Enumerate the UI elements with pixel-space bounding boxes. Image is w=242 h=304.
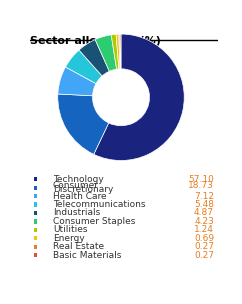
FancyBboxPatch shape (34, 228, 37, 232)
Text: 4.87: 4.87 (194, 209, 214, 217)
FancyBboxPatch shape (34, 236, 37, 240)
Wedge shape (66, 50, 102, 84)
Text: 1.24: 1.24 (194, 225, 214, 234)
FancyBboxPatch shape (34, 202, 37, 207)
Wedge shape (58, 94, 109, 154)
Text: Telecommunications: Telecommunications (53, 200, 145, 209)
Text: Industrials: Industrials (53, 209, 100, 217)
Text: Basic Materials: Basic Materials (53, 250, 121, 260)
Text: 0.27: 0.27 (194, 250, 214, 260)
Wedge shape (94, 34, 184, 161)
Text: Technology: Technology (53, 175, 104, 184)
Text: 7.12: 7.12 (194, 192, 214, 201)
Text: Energy: Energy (53, 234, 84, 243)
Wedge shape (116, 34, 120, 69)
Text: 4.23: 4.23 (194, 217, 214, 226)
Wedge shape (111, 34, 119, 69)
Text: 18.73: 18.73 (188, 181, 214, 190)
FancyBboxPatch shape (34, 211, 37, 215)
Text: Health Care: Health Care (53, 192, 106, 201)
Wedge shape (95, 35, 117, 71)
Text: 0.69: 0.69 (194, 234, 214, 243)
Wedge shape (79, 40, 109, 76)
Text: Sector allocation (%): Sector allocation (%) (30, 36, 161, 47)
Wedge shape (58, 67, 96, 96)
Text: Discretionary: Discretionary (53, 185, 113, 194)
FancyBboxPatch shape (34, 219, 37, 223)
Text: Real Estate: Real Estate (53, 242, 104, 251)
Text: 57.10: 57.10 (188, 175, 214, 184)
Wedge shape (120, 34, 121, 69)
FancyBboxPatch shape (34, 245, 37, 249)
Text: 0.27: 0.27 (194, 242, 214, 251)
FancyBboxPatch shape (34, 194, 37, 198)
FancyBboxPatch shape (34, 253, 37, 257)
FancyBboxPatch shape (34, 177, 37, 181)
Text: 5.48: 5.48 (194, 200, 214, 209)
FancyBboxPatch shape (34, 185, 37, 190)
Text: Consumer: Consumer (53, 181, 99, 190)
Text: Consumer Staples: Consumer Staples (53, 217, 135, 226)
Wedge shape (119, 34, 121, 69)
Text: Utilities: Utilities (53, 225, 87, 234)
